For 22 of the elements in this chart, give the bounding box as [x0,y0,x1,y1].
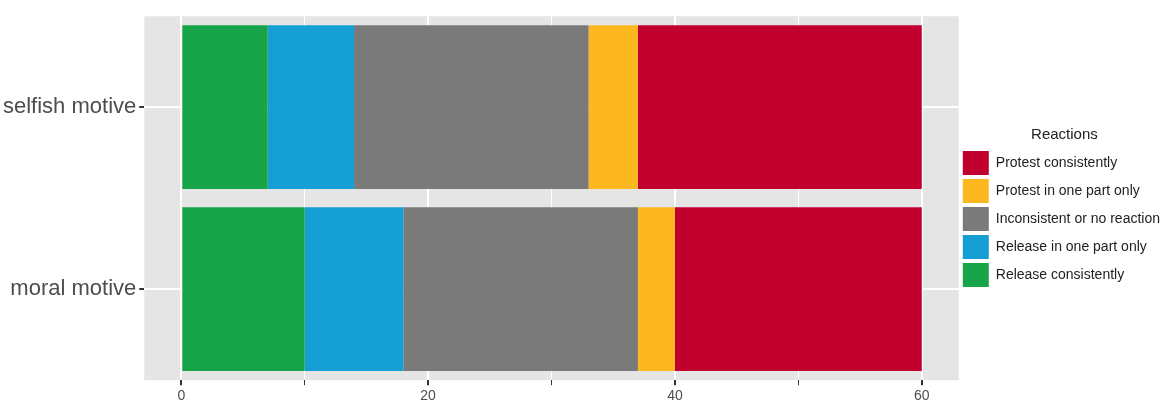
bar [354,25,589,190]
bar [403,207,638,372]
x-tick-label: 40 [667,387,683,404]
x-tick-label: 20 [420,387,437,404]
legend-label: Inconsistent or no reaction [995,209,1161,226]
bar [267,25,355,190]
bar [182,25,268,190]
legend-title: Reactions [1031,124,1098,142]
bar [182,207,305,372]
y-tick-label: selfish motive [2,93,137,119]
bar [637,207,675,372]
legend-label: Release in one part only [995,237,1147,254]
bar [637,25,922,190]
x-tick-label: 60 [913,387,930,404]
bar [674,207,922,372]
legend-label: Release consistently [995,265,1125,282]
legend-label: Protest in one part only [995,181,1140,198]
legend-label: Protest consistently [995,153,1118,170]
y-tick-label: moral motive [10,275,137,301]
x-tick-label: 0 [177,387,186,404]
bar [588,25,638,190]
bar [304,207,404,372]
